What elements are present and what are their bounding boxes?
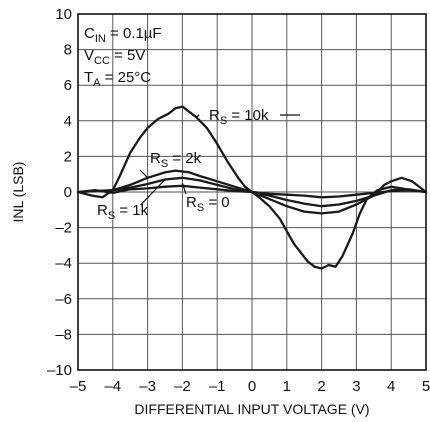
x-tick-label: 2 bbox=[317, 378, 325, 395]
x-tick-label: –4 bbox=[104, 378, 121, 395]
series-line-3 bbox=[76, 184, 428, 199]
y-tick-label: –8 bbox=[55, 326, 72, 343]
x-axis-label: DIFFERENTIAL INPUT VOLTAGE (V) bbox=[134, 401, 369, 417]
x-tick-label: 0 bbox=[248, 378, 256, 395]
condition-label: VCC = 5V bbox=[84, 47, 145, 67]
leader-line bbox=[195, 114, 200, 118]
y-tick-label: 10 bbox=[55, 6, 72, 23]
curves bbox=[76, 105, 428, 270]
x-tick-label: 1 bbox=[283, 378, 291, 395]
y-tick-label: 2 bbox=[64, 148, 72, 165]
series-label: RS = 0 bbox=[186, 194, 230, 214]
y-tick-label: 4 bbox=[64, 113, 72, 130]
x-tick-label: 4 bbox=[387, 378, 395, 395]
x-tick-label: –2 bbox=[174, 378, 191, 395]
y-tick-label: –2 bbox=[55, 220, 72, 237]
x-tick-label: –5 bbox=[70, 378, 87, 395]
leader-line bbox=[181, 182, 187, 195]
condition-label: TA = 25°C bbox=[84, 69, 151, 89]
condition-label: CIN = 0.1µF bbox=[84, 25, 162, 45]
series-label: RS = 10k bbox=[209, 107, 269, 127]
series-label: RS = 2k bbox=[150, 150, 202, 170]
y-tick-label: 8 bbox=[64, 42, 72, 59]
x-tick-label: 3 bbox=[352, 378, 360, 395]
x-tick-label: 5 bbox=[422, 378, 430, 395]
series-label: RS = 1k bbox=[97, 202, 149, 222]
y-tick-label: 6 bbox=[64, 77, 72, 94]
y-tick-label: –4 bbox=[55, 255, 72, 272]
y-tick-label: –10 bbox=[47, 362, 72, 379]
y-axis-label: INL (LSB) bbox=[10, 162, 26, 223]
leader-line bbox=[139, 169, 149, 179]
x-tick-label: –1 bbox=[209, 378, 226, 395]
y-tick-label: –6 bbox=[55, 291, 72, 308]
leader-line bbox=[140, 179, 166, 206]
y-tick-label: 0 bbox=[64, 184, 72, 201]
x-tick-label: –3 bbox=[139, 378, 156, 395]
